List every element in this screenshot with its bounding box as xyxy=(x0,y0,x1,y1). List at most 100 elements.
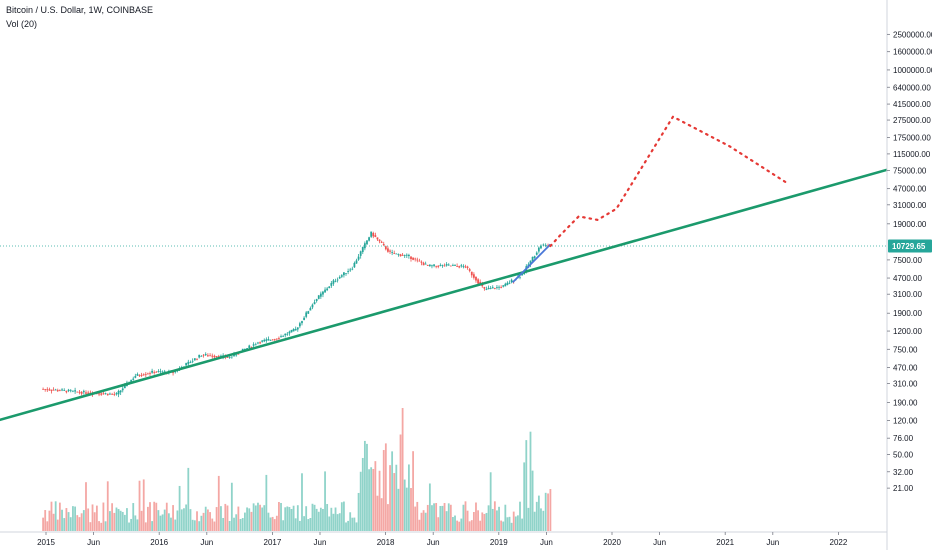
volume-bar xyxy=(343,501,345,531)
volume-bar xyxy=(489,472,492,531)
overlay-lines xyxy=(0,115,932,422)
volume-bar xyxy=(464,501,467,531)
candle-body xyxy=(387,248,389,252)
volume-bar xyxy=(378,470,381,531)
volume-bar xyxy=(487,505,490,531)
volume-bar xyxy=(460,518,463,531)
volume-bar xyxy=(374,461,377,531)
candle-body xyxy=(206,355,209,357)
candle-body xyxy=(61,389,63,391)
volume-bar xyxy=(502,521,505,531)
candle-body xyxy=(382,244,385,246)
volume-bar xyxy=(286,506,289,531)
volume-bar xyxy=(147,506,149,531)
volume-bar xyxy=(121,511,124,531)
volume-bar xyxy=(361,457,364,531)
candle-body xyxy=(326,288,329,291)
candle-body xyxy=(414,258,417,260)
time-tick-label: 2016 xyxy=(150,538,168,547)
volume-bar xyxy=(246,507,248,531)
volume-bar xyxy=(176,510,179,531)
volume-bar xyxy=(198,521,201,531)
volume-bar xyxy=(224,503,227,531)
volume-bar xyxy=(521,518,523,531)
volume-bar xyxy=(149,502,151,531)
volume-bar xyxy=(345,522,347,531)
volume-bar xyxy=(248,508,251,531)
time-tick-label: Jun xyxy=(314,538,327,547)
candle-body xyxy=(319,293,322,297)
volume-bar xyxy=(82,510,85,531)
volume-bar xyxy=(202,512,205,531)
price-tick-label: 190.00 xyxy=(893,399,918,408)
candle-body xyxy=(443,265,446,267)
candle-body xyxy=(303,317,305,320)
volume-bar xyxy=(119,510,122,531)
volume-bar xyxy=(370,467,373,531)
projection-path xyxy=(549,115,788,248)
price-tick-label: 50.00 xyxy=(893,450,914,459)
volume-bar xyxy=(531,470,534,531)
volume-bar xyxy=(254,505,257,531)
volume-bar xyxy=(204,506,207,531)
last-price-text: 10729.65 xyxy=(892,242,926,251)
volume-bar xyxy=(93,512,96,531)
volume-bar xyxy=(324,471,326,531)
candle-body xyxy=(235,354,238,356)
time-tick-label: Jun xyxy=(200,538,213,547)
volume-bar xyxy=(357,492,360,531)
volume-bar xyxy=(222,517,225,531)
candle-body xyxy=(477,279,479,284)
volume-bar xyxy=(395,464,398,531)
volume-bar xyxy=(157,510,160,531)
candle-body xyxy=(56,390,59,392)
candle-body xyxy=(479,281,482,284)
volume-bar xyxy=(408,464,410,531)
volume-bar xyxy=(523,462,526,531)
volume-bar xyxy=(468,521,471,531)
candle-body xyxy=(67,389,70,391)
time-tick-label: Jun xyxy=(766,538,779,547)
candle-body xyxy=(343,272,345,276)
volume-bar xyxy=(454,515,456,531)
candle-body xyxy=(106,393,109,396)
candle-body xyxy=(65,390,68,393)
candle-body xyxy=(254,344,257,346)
candle-body xyxy=(324,289,326,293)
volume-bar xyxy=(458,521,461,531)
price-tick-label: 31000.00 xyxy=(893,201,927,210)
volume-bar xyxy=(196,511,198,531)
volume-bar xyxy=(211,518,214,531)
candle-body xyxy=(104,393,107,395)
candle-body xyxy=(357,256,360,260)
candle-body xyxy=(531,256,534,262)
volume-bar xyxy=(529,431,532,531)
candle-body xyxy=(487,287,490,290)
volume-bar xyxy=(399,434,402,531)
candle-body xyxy=(349,269,352,271)
price-tick-label: 310.00 xyxy=(893,380,918,389)
candle-body xyxy=(228,357,231,358)
candle-body xyxy=(278,338,280,339)
candle-body xyxy=(328,286,331,289)
candle-body xyxy=(408,254,410,257)
candle-body xyxy=(422,262,425,266)
volume-bar xyxy=(91,504,94,531)
candle-body xyxy=(332,280,335,284)
candle-body xyxy=(468,269,471,271)
time-tick-label: Jun xyxy=(540,538,553,547)
candle-body xyxy=(198,354,201,358)
candle-body xyxy=(472,274,475,278)
candle-body xyxy=(460,265,463,267)
candle-body xyxy=(340,275,343,277)
volume-bar xyxy=(265,474,268,531)
candle-body xyxy=(134,376,137,378)
time-tick-label: Jun xyxy=(653,538,666,547)
time-tick-label: 2022 xyxy=(830,538,848,547)
candle-body xyxy=(202,354,205,356)
volume-bar xyxy=(472,512,475,531)
volume-bar xyxy=(437,517,440,531)
price-tick-label: 1200.00 xyxy=(893,327,922,336)
volume-bar xyxy=(443,503,446,531)
